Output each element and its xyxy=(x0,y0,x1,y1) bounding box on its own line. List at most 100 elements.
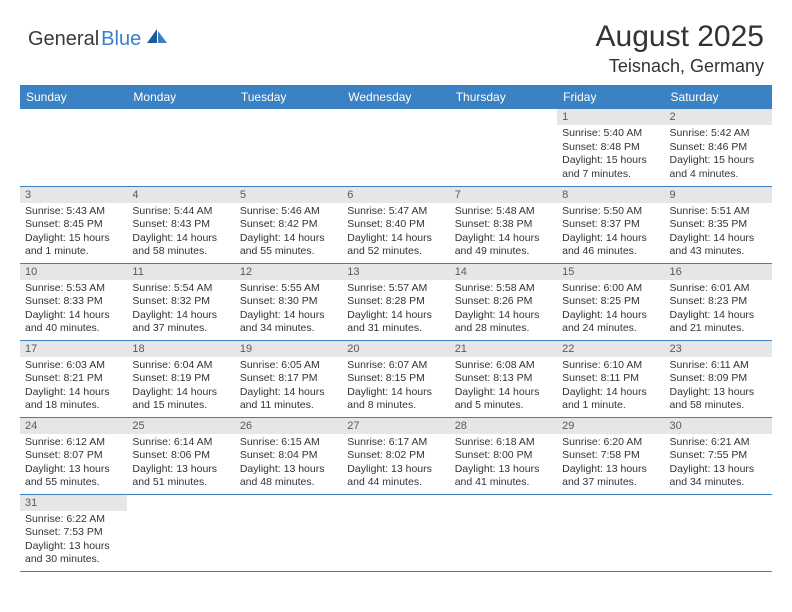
sunset-text: Sunset: 8:38 PM xyxy=(455,218,552,232)
sunrise-text: Sunrise: 6:21 AM xyxy=(670,436,767,450)
day-number: 15 xyxy=(557,264,664,280)
day-number: 25 xyxy=(127,418,234,434)
sunrise-text: Sunrise: 5:40 AM xyxy=(562,127,659,141)
sunset-text: Sunset: 8:17 PM xyxy=(240,372,337,386)
calendar-day-cell: 17Sunrise: 6:03 AMSunset: 8:21 PMDayligh… xyxy=(20,340,127,417)
day-number: 4 xyxy=(127,187,234,203)
day-details: Sunrise: 6:15 AMSunset: 8:04 PMDaylight:… xyxy=(235,434,342,493)
sunrise-text: Sunrise: 5:48 AM xyxy=(455,205,552,219)
day-number: 3 xyxy=(20,187,127,203)
sunrise-text: Sunrise: 6:07 AM xyxy=(347,359,444,373)
calendar-day-cell: 2Sunrise: 5:42 AMSunset: 8:46 PMDaylight… xyxy=(665,109,772,186)
day-number: 26 xyxy=(235,418,342,434)
sunset-text: Sunset: 8:13 PM xyxy=(455,372,552,386)
daylight-text: Daylight: 14 hours and 8 minutes. xyxy=(347,386,444,413)
logo-text-blue: Blue xyxy=(101,28,141,51)
sunrise-text: Sunrise: 6:05 AM xyxy=(240,359,337,373)
calendar-day-cell: 12Sunrise: 5:55 AMSunset: 8:30 PMDayligh… xyxy=(235,263,342,340)
calendar-day-cell: 20Sunrise: 6:07 AMSunset: 8:15 PMDayligh… xyxy=(342,340,449,417)
empty-day-number xyxy=(20,109,127,125)
daylight-text: Daylight: 14 hours and 1 minute. xyxy=(562,386,659,413)
day-details: Sunrise: 6:00 AMSunset: 8:25 PMDaylight:… xyxy=(557,280,664,339)
day-number: 27 xyxy=(342,418,449,434)
day-number: 22 xyxy=(557,341,664,357)
day-details: Sunrise: 5:43 AMSunset: 8:45 PMDaylight:… xyxy=(20,203,127,262)
sunrise-text: Sunrise: 5:51 AM xyxy=(670,205,767,219)
calendar-day-cell: 16Sunrise: 6:01 AMSunset: 8:23 PMDayligh… xyxy=(665,263,772,340)
calendar-day-cell: 14Sunrise: 5:58 AMSunset: 8:26 PMDayligh… xyxy=(450,263,557,340)
calendar-day-cell: 9Sunrise: 5:51 AMSunset: 8:35 PMDaylight… xyxy=(665,186,772,263)
day-details: Sunrise: 5:54 AMSunset: 8:32 PMDaylight:… xyxy=(127,280,234,339)
daylight-text: Daylight: 13 hours and 41 minutes. xyxy=(455,463,552,490)
day-details: Sunrise: 6:22 AMSunset: 7:53 PMDaylight:… xyxy=(20,511,127,570)
sunrise-text: Sunrise: 6:08 AM xyxy=(455,359,552,373)
daylight-text: Daylight: 14 hours and 46 minutes. xyxy=(562,232,659,259)
daylight-text: Daylight: 15 hours and 4 minutes. xyxy=(670,154,767,181)
day-details: Sunrise: 5:57 AMSunset: 8:28 PMDaylight:… xyxy=(342,280,449,339)
day-number: 30 xyxy=(665,418,772,434)
day-number: 16 xyxy=(665,264,772,280)
calendar-day-cell: 6Sunrise: 5:47 AMSunset: 8:40 PMDaylight… xyxy=(342,186,449,263)
calendar-row: 24Sunrise: 6:12 AMSunset: 8:07 PMDayligh… xyxy=(20,417,772,494)
weekday-header: Monday xyxy=(127,85,234,109)
day-number: 11 xyxy=(127,264,234,280)
daylight-text: Daylight: 14 hours and 21 minutes. xyxy=(670,309,767,336)
daylight-text: Daylight: 15 hours and 1 minute. xyxy=(25,232,122,259)
sunrise-text: Sunrise: 6:00 AM xyxy=(562,282,659,296)
sunset-text: Sunset: 8:04 PM xyxy=(240,449,337,463)
day-number: 1 xyxy=(557,109,664,125)
daylight-text: Daylight: 13 hours and 37 minutes. xyxy=(562,463,659,490)
day-number: 28 xyxy=(450,418,557,434)
daylight-text: Daylight: 13 hours and 58 minutes. xyxy=(670,386,767,413)
day-details: Sunrise: 5:51 AMSunset: 8:35 PMDaylight:… xyxy=(665,203,772,262)
sunset-text: Sunset: 8:21 PM xyxy=(25,372,122,386)
day-number: 19 xyxy=(235,341,342,357)
calendar-day-cell: 21Sunrise: 6:08 AMSunset: 8:13 PMDayligh… xyxy=(450,340,557,417)
calendar-empty-cell xyxy=(557,494,664,571)
day-details: Sunrise: 6:03 AMSunset: 8:21 PMDaylight:… xyxy=(20,357,127,416)
calendar-empty-cell xyxy=(450,494,557,571)
day-details: Sunrise: 6:12 AMSunset: 8:07 PMDaylight:… xyxy=(20,434,127,493)
title-block: August 2025 Teisnach, Germany xyxy=(596,20,764,77)
weekday-header: Friday xyxy=(557,85,664,109)
day-details: Sunrise: 6:04 AMSunset: 8:19 PMDaylight:… xyxy=(127,357,234,416)
day-number: 31 xyxy=(20,495,127,511)
day-details: Sunrise: 6:10 AMSunset: 8:11 PMDaylight:… xyxy=(557,357,664,416)
day-details: Sunrise: 6:11 AMSunset: 8:09 PMDaylight:… xyxy=(665,357,772,416)
sunrise-text: Sunrise: 5:43 AM xyxy=(25,205,122,219)
location: Teisnach, Germany xyxy=(596,56,764,77)
sunrise-text: Sunrise: 5:58 AM xyxy=(455,282,552,296)
header: General Blue August 2025 Teisnach, Germa… xyxy=(0,0,792,85)
sunset-text: Sunset: 8:26 PM xyxy=(455,295,552,309)
day-details: Sunrise: 6:20 AMSunset: 7:58 PMDaylight:… xyxy=(557,434,664,493)
day-number: 8 xyxy=(557,187,664,203)
sunrise-text: Sunrise: 6:14 AM xyxy=(132,436,229,450)
sunset-text: Sunset: 8:42 PM xyxy=(240,218,337,232)
sunset-text: Sunset: 7:55 PM xyxy=(670,449,767,463)
day-details: Sunrise: 6:18 AMSunset: 8:00 PMDaylight:… xyxy=(450,434,557,493)
empty-day-number xyxy=(127,109,234,125)
day-number: 20 xyxy=(342,341,449,357)
sunset-text: Sunset: 8:37 PM xyxy=(562,218,659,232)
empty-day-number xyxy=(235,109,342,125)
day-details: Sunrise: 5:46 AMSunset: 8:42 PMDaylight:… xyxy=(235,203,342,262)
sunrise-text: Sunrise: 5:54 AM xyxy=(132,282,229,296)
sunset-text: Sunset: 8:19 PM xyxy=(132,372,229,386)
daylight-text: Daylight: 14 hours and 43 minutes. xyxy=(670,232,767,259)
sunrise-text: Sunrise: 6:10 AM xyxy=(562,359,659,373)
day-number: 29 xyxy=(557,418,664,434)
daylight-text: Daylight: 15 hours and 7 minutes. xyxy=(562,154,659,181)
sunset-text: Sunset: 8:33 PM xyxy=(25,295,122,309)
calendar-day-cell: 19Sunrise: 6:05 AMSunset: 8:17 PMDayligh… xyxy=(235,340,342,417)
calendar-day-cell: 15Sunrise: 6:00 AMSunset: 8:25 PMDayligh… xyxy=(557,263,664,340)
empty-day-number xyxy=(665,495,772,511)
sunset-text: Sunset: 8:09 PM xyxy=(670,372,767,386)
sunset-text: Sunset: 8:11 PM xyxy=(562,372,659,386)
calendar-day-cell: 8Sunrise: 5:50 AMSunset: 8:37 PMDaylight… xyxy=(557,186,664,263)
calendar-day-cell: 24Sunrise: 6:12 AMSunset: 8:07 PMDayligh… xyxy=(20,417,127,494)
sunrise-text: Sunrise: 5:42 AM xyxy=(670,127,767,141)
sunset-text: Sunset: 8:48 PM xyxy=(562,141,659,155)
empty-day-number xyxy=(450,109,557,125)
day-details: Sunrise: 6:05 AMSunset: 8:17 PMDaylight:… xyxy=(235,357,342,416)
sunset-text: Sunset: 8:23 PM xyxy=(670,295,767,309)
